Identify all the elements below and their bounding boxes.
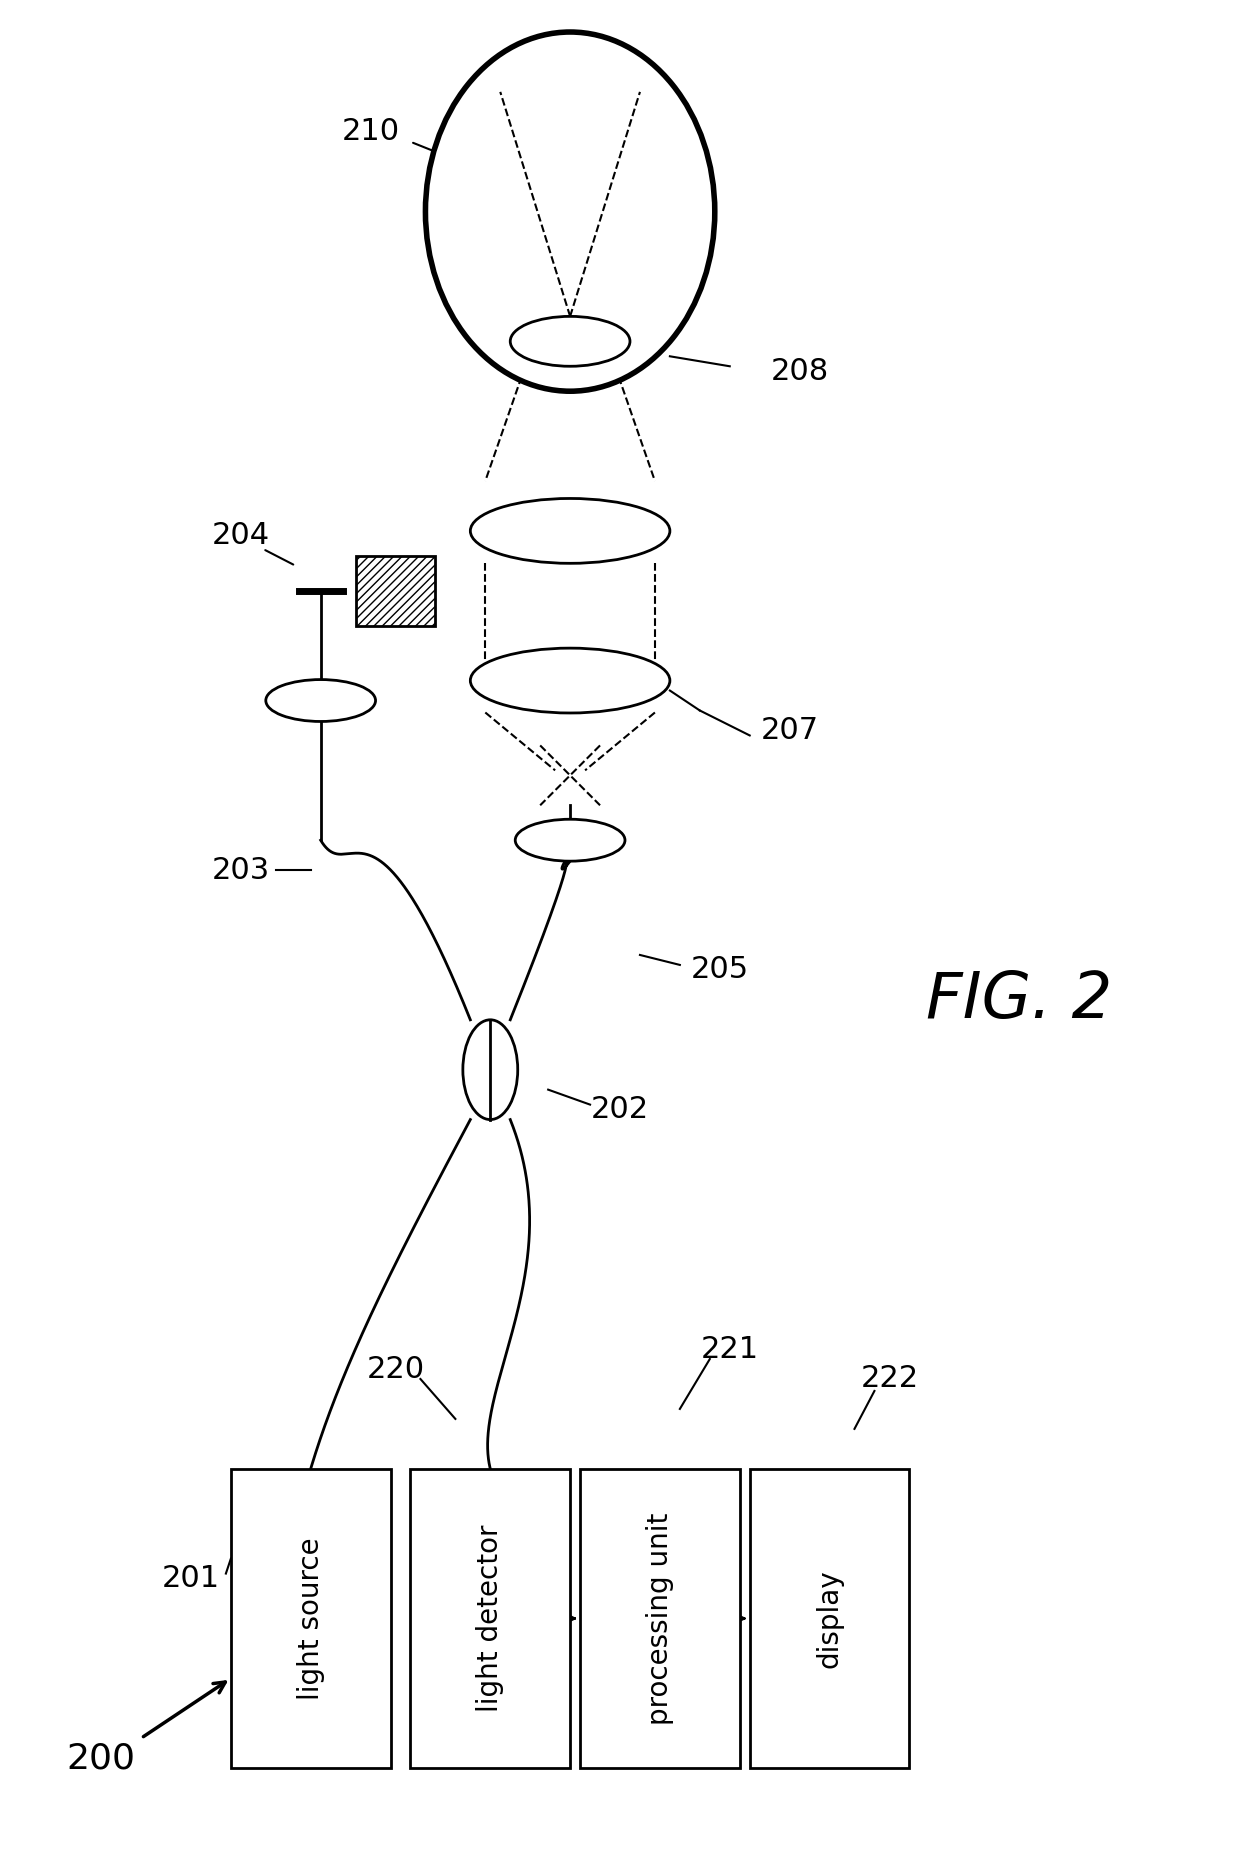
Text: 222: 222 [861,1364,919,1394]
Ellipse shape [516,820,625,861]
Bar [750,1468,909,1768]
Bar [410,1468,570,1768]
Bar [356,555,435,626]
Text: 210: 210 [341,117,399,147]
Bar [231,1468,391,1768]
Text: FIG. 2: FIG. 2 [926,969,1112,1030]
Text: 203: 203 [212,855,270,885]
Text: light detector: light detector [476,1524,505,1712]
Ellipse shape [463,1019,518,1120]
Text: processing unit: processing unit [646,1513,673,1725]
Text: 221: 221 [701,1334,759,1364]
Ellipse shape [265,680,376,721]
Ellipse shape [470,499,670,563]
Text: 207: 207 [760,715,818,745]
Text: 220: 220 [367,1354,424,1384]
Text: 200: 200 [67,1742,135,1775]
Text: 208: 208 [770,356,828,386]
Text: light source: light source [296,1537,325,1699]
Text: display: display [816,1569,843,1667]
Ellipse shape [425,32,714,391]
Text: 202: 202 [591,1095,649,1123]
Bar [580,1468,740,1768]
Text: 201: 201 [162,1565,219,1593]
Ellipse shape [510,317,630,367]
Text: 204: 204 [212,522,270,550]
Ellipse shape [470,648,670,714]
Text: 205: 205 [691,956,749,984]
